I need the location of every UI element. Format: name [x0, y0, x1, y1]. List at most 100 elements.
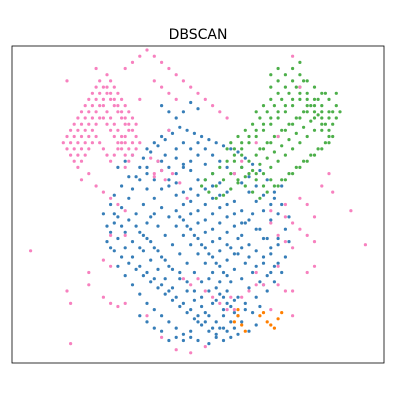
data-point — [112, 104, 116, 108]
data-point — [305, 159, 309, 163]
data-point — [294, 131, 298, 135]
data-point — [152, 277, 156, 281]
data-point — [269, 308, 273, 312]
data-point — [327, 116, 331, 120]
data-point — [207, 138, 211, 142]
data-point — [87, 147, 91, 151]
data-point — [138, 314, 142, 318]
data-point — [79, 122, 84, 126]
data-point — [229, 147, 233, 151]
data-point — [254, 270, 258, 275]
data-point — [269, 116, 273, 120]
data-point — [265, 274, 269, 278]
data-point — [174, 147, 178, 151]
data-point — [174, 181, 178, 185]
data-point — [109, 196, 113, 200]
data-point — [149, 240, 153, 244]
data-point — [327, 110, 331, 114]
data-point — [130, 60, 135, 64]
data-point — [181, 332, 185, 336]
data-point — [149, 258, 153, 262]
data-point — [145, 236, 149, 241]
data-point — [276, 233, 280, 237]
data-point — [112, 249, 116, 253]
data-point — [72, 159, 76, 163]
data-point — [196, 320, 200, 324]
data-point — [203, 97, 207, 101]
data-point — [163, 138, 167, 142]
data-point — [349, 209, 353, 213]
data-point — [130, 153, 135, 157]
data-point — [283, 85, 287, 89]
data-point — [130, 187, 135, 191]
data-point — [276, 184, 280, 188]
data-point — [123, 66, 127, 71]
data-point — [225, 165, 229, 169]
data-point — [229, 280, 233, 284]
data-point — [130, 283, 135, 287]
data-point — [170, 286, 175, 290]
data-point — [240, 181, 244, 185]
data-point — [160, 85, 164, 89]
data-point — [94, 184, 98, 188]
data-point — [167, 215, 171, 219]
data-point — [152, 326, 156, 330]
data-point — [291, 54, 295, 58]
data-point — [178, 277, 182, 281]
data-point — [170, 243, 175, 247]
data-point — [251, 311, 255, 315]
data-point — [101, 212, 105, 216]
data-point — [160, 187, 164, 191]
data-point — [276, 159, 280, 163]
data-point — [149, 280, 153, 284]
data-point — [160, 335, 164, 339]
data-point — [211, 184, 215, 188]
data-point — [291, 314, 295, 318]
data-point — [145, 48, 149, 52]
data-point — [236, 236, 240, 241]
data-point — [229, 320, 233, 324]
data-point — [105, 91, 109, 95]
data-point — [211, 326, 215, 330]
data-point — [145, 320, 149, 324]
data-point — [145, 147, 149, 151]
data-point — [130, 255, 135, 259]
data-point — [200, 134, 204, 139]
data-point — [240, 320, 244, 324]
data-point — [214, 196, 218, 200]
data-point — [127, 218, 131, 222]
data-point — [327, 141, 331, 145]
data-point — [98, 141, 102, 145]
data-point — [98, 79, 102, 83]
data-point — [232, 147, 236, 151]
data-point — [189, 283, 193, 287]
data-point — [189, 187, 193, 191]
data-point — [134, 134, 138, 139]
data-point — [236, 252, 240, 256]
data-point — [280, 270, 284, 275]
data-point — [76, 165, 80, 169]
data-point — [203, 230, 207, 234]
data-point — [287, 91, 291, 95]
data-point — [254, 172, 258, 176]
data-point — [181, 110, 185, 114]
data-point — [254, 323, 258, 327]
data-point — [185, 261, 189, 265]
data-point — [160, 104, 164, 108]
data-point — [87, 134, 91, 139]
data-point — [79, 159, 84, 163]
data-point — [269, 97, 273, 101]
data-point — [163, 178, 167, 182]
data-point — [174, 156, 178, 160]
data-point — [258, 227, 262, 231]
data-point — [225, 258, 229, 262]
data-point — [138, 165, 142, 169]
data-point — [109, 301, 113, 305]
data-point — [167, 264, 171, 268]
data-point — [160, 329, 164, 333]
data-point — [236, 314, 240, 318]
data-point — [196, 153, 200, 157]
data-point — [181, 277, 185, 281]
data-point — [181, 301, 185, 305]
data-point — [221, 308, 226, 312]
